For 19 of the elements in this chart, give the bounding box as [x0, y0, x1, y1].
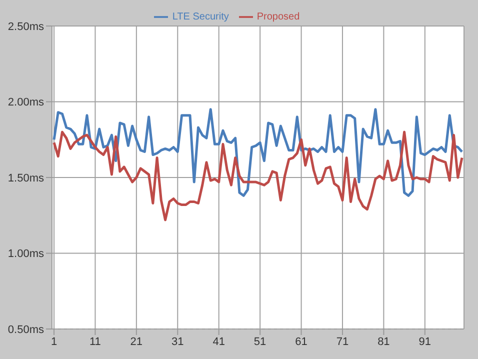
y-tick-label: 2.50ms: [8, 20, 44, 33]
x-tick-label: 31: [172, 336, 184, 348]
x-tick-label: 61: [295, 336, 308, 348]
legend-label: LTE Security: [172, 12, 229, 23]
y-tick-label: 1.00ms: [8, 248, 44, 260]
line-series: [52, 130, 464, 222]
x-tick-label: 1: [50, 336, 58, 348]
y-tick-label: 1.50ms: [8, 172, 44, 184]
x-tick-label: 81: [378, 336, 390, 348]
x-tick-label: 51: [254, 336, 266, 348]
legend-label: Proposed: [256, 12, 300, 23]
line-series: [52, 108, 464, 197]
x-tick-label: 71: [336, 336, 349, 348]
y-tick-label: 2.00ms: [8, 96, 44, 109]
x-tick-label: 21: [130, 336, 143, 348]
x-tick-label: 91: [418, 336, 432, 348]
y-tick-label: 0.50ms: [8, 324, 44, 336]
x-tick-label: 11: [90, 336, 101, 348]
x-tick-label: 41: [212, 336, 225, 348]
